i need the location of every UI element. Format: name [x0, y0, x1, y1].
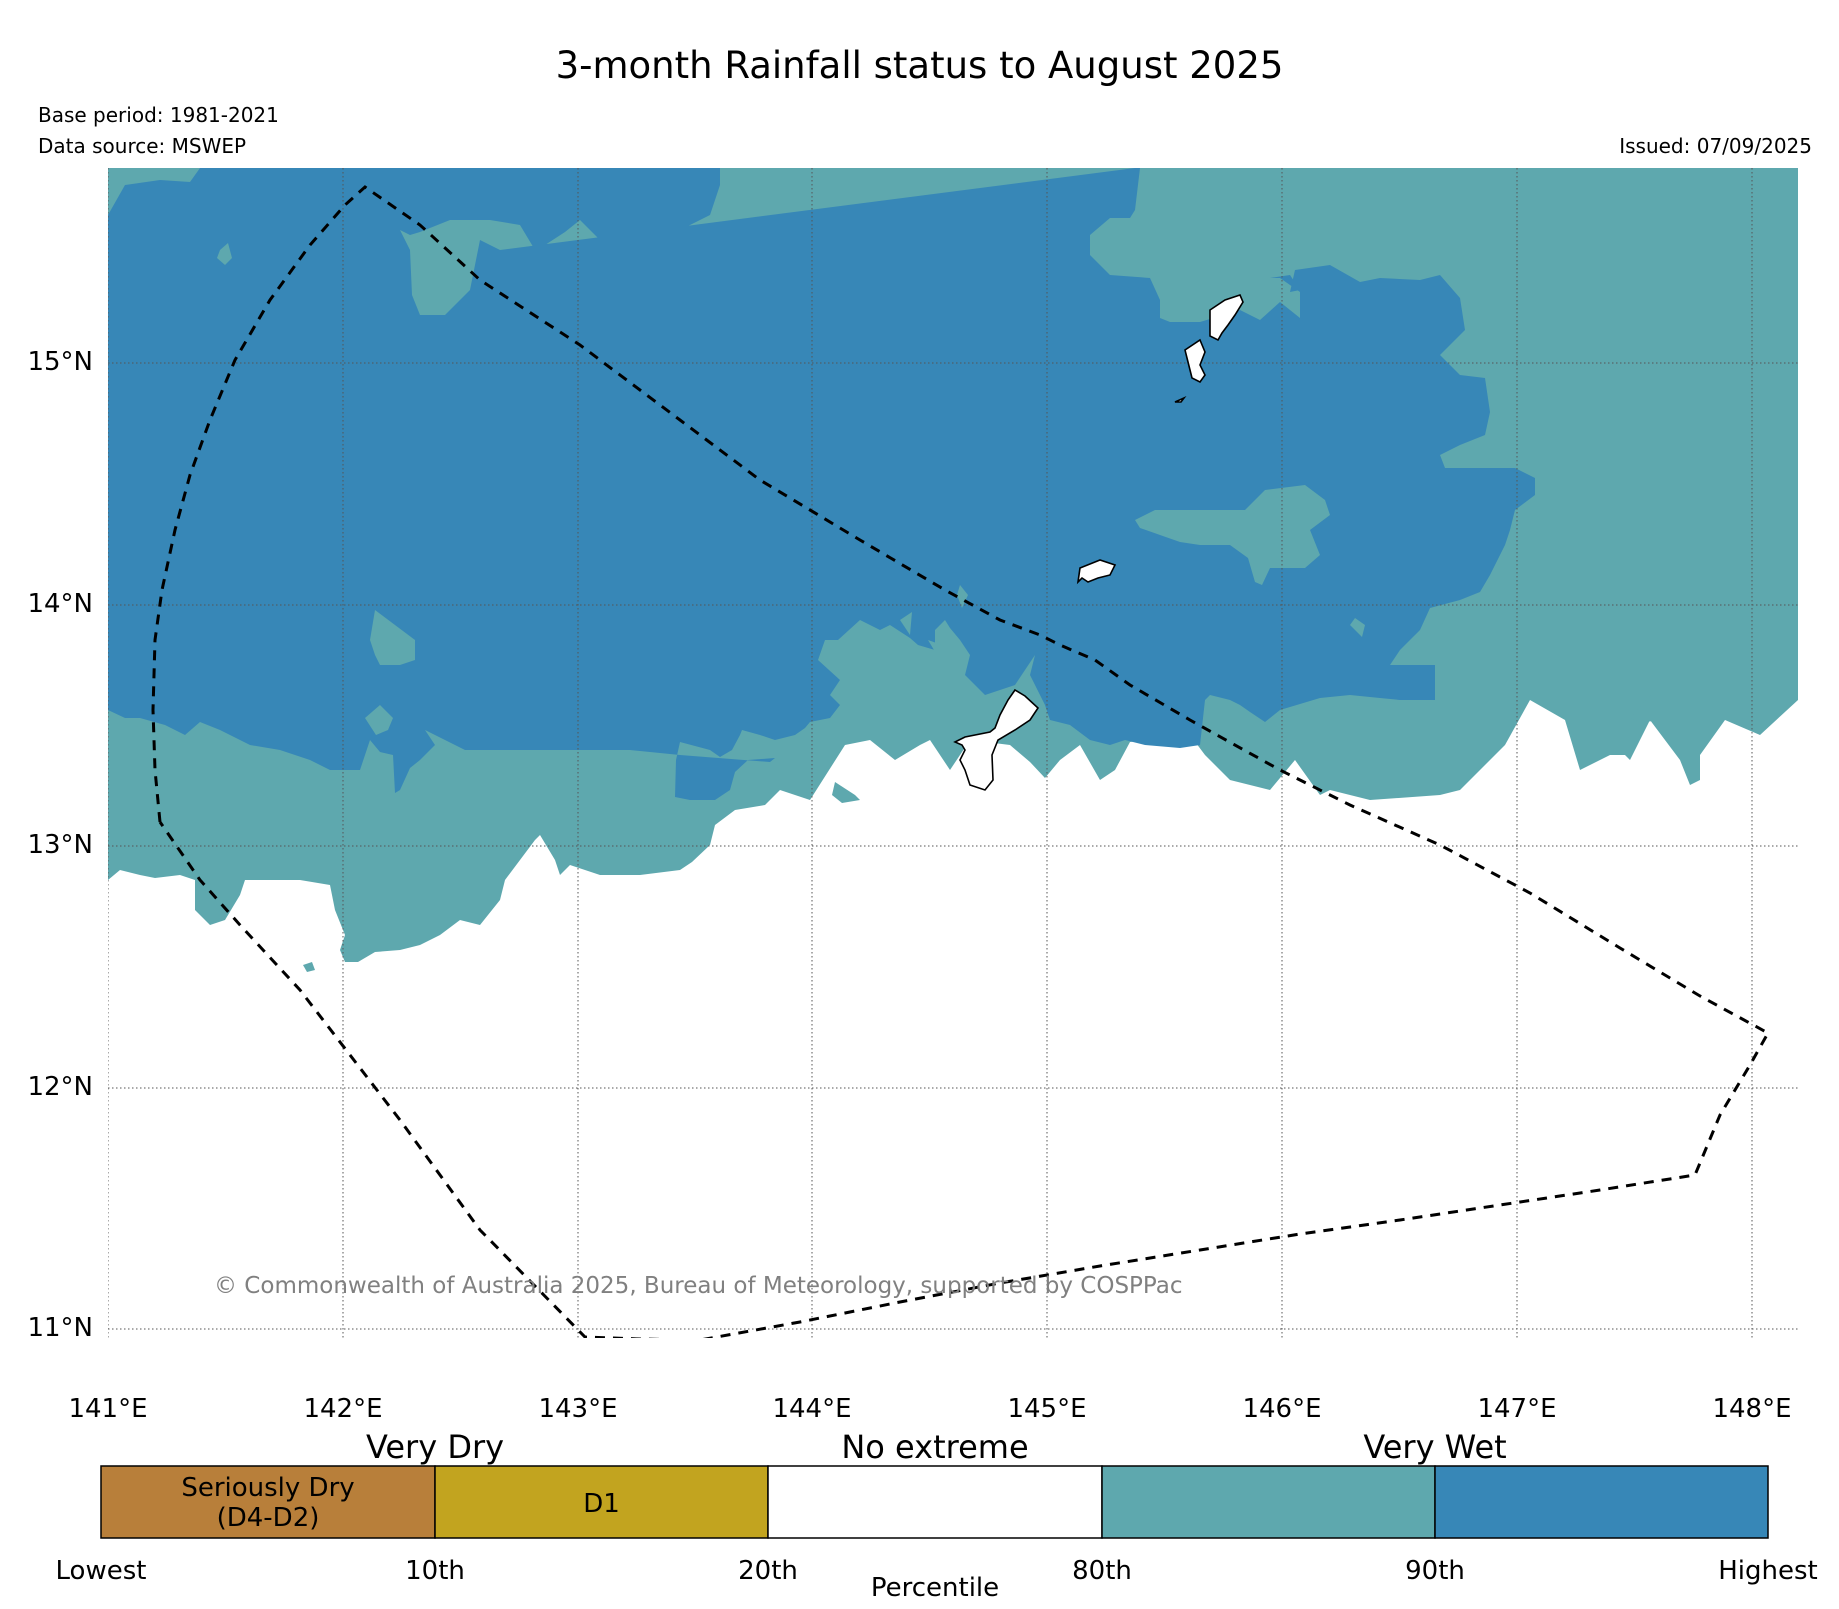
legend-colorbar	[100, 1465, 1769, 1539]
very-wet-80-90-patch	[928, 640, 942, 660]
legend-d1-label: D1	[583, 1489, 620, 1519]
islands	[953, 294, 1244, 791]
lat-label-15: 15°N	[27, 347, 93, 377]
lon-label-142: 142°E	[303, 1394, 383, 1424]
rota-island	[1076, 559, 1117, 585]
very-wet-80-90-patch	[217, 243, 232, 265]
legend-box-80-90	[1101, 1465, 1436, 1539]
legend-xlabel: Percentile	[870, 1573, 1000, 1603]
tick-lowest: Lowest	[55, 1556, 147, 1586]
eez-boundary	[151, 185, 1771, 1338]
very-wet-80-90-patch	[1350, 618, 1365, 637]
lon-label-143: 143°E	[538, 1394, 618, 1424]
map-area	[108, 168, 1798, 1338]
legend-box-no-extreme	[767, 1465, 1103, 1539]
legend-box-90-highest	[1434, 1465, 1769, 1539]
lon-label-144: 144°E	[772, 1394, 852, 1424]
very-wet-80-90-patch	[303, 962, 315, 972]
legend-category-very-wet: Very Wet	[1363, 1428, 1507, 1466]
legend-category-very-dry: Very Dry	[365, 1428, 505, 1466]
very-wet-80-90-patch	[1735, 168, 1758, 193]
legend-seriously-dry-line2: (D4-D2)	[216, 1503, 320, 1533]
lon-label-146: 146°E	[1242, 1394, 1322, 1424]
lon-label-141: 141°E	[68, 1394, 148, 1424]
lon-label-148: 148°E	[1712, 1394, 1792, 1424]
tick-highest: Highest	[1718, 1556, 1818, 1586]
gridlines	[108, 168, 1798, 1338]
guam-island	[953, 688, 1040, 791]
legend-category-no-extreme: No extreme	[841, 1428, 1029, 1466]
tick-10th: 10th	[405, 1556, 465, 1586]
lat-label-14: 14°N	[27, 589, 93, 619]
lat-label-11: 11°N	[27, 1313, 93, 1343]
lon-label-145: 145°E	[1007, 1394, 1087, 1424]
issued-date: Issued: 07/09/2025	[1619, 134, 1812, 158]
very-wet-80-90-patch	[1630, 635, 1720, 725]
very-wet-80-90-patch	[370, 610, 415, 665]
very-wet-80-90-patch	[832, 782, 860, 803]
data-source: Data source: MSWEP	[38, 134, 247, 158]
base-period: Base period: 1981-2021	[38, 103, 279, 127]
very-wet-80-90-patch	[900, 612, 912, 635]
map-title: 3-month Rainfall status to August 2025	[555, 44, 1284, 87]
tick-20th: 20th	[738, 1556, 798, 1586]
tick-80th: 80th	[1072, 1556, 1132, 1586]
very-wet-90-high-region	[108, 168, 1535, 800]
lat-label-12: 12°N	[27, 1072, 93, 1102]
very-wet-80-90-patch	[365, 705, 393, 735]
legend-box-d1	[434, 1465, 769, 1539]
legend-box-seriously-dry	[100, 1465, 436, 1539]
very-wet-80-90-patch	[1135, 485, 1330, 585]
tick-90th: 90th	[1405, 1556, 1465, 1586]
tinian-island	[1184, 338, 1206, 384]
copyright-credit: © Commonwealth of Australia 2025, Bureau…	[214, 1273, 1183, 1299]
lon-label-147: 147°E	[1477, 1394, 1557, 1424]
lat-label-13: 13°N	[27, 830, 93, 860]
saipan-island	[1209, 294, 1244, 342]
legend-seriously-dry-line1: Seriously Dry	[181, 1473, 355, 1503]
very-wet-80-90-patch	[957, 585, 968, 608]
farallon-de-medinilla-island	[1174, 396, 1187, 403]
